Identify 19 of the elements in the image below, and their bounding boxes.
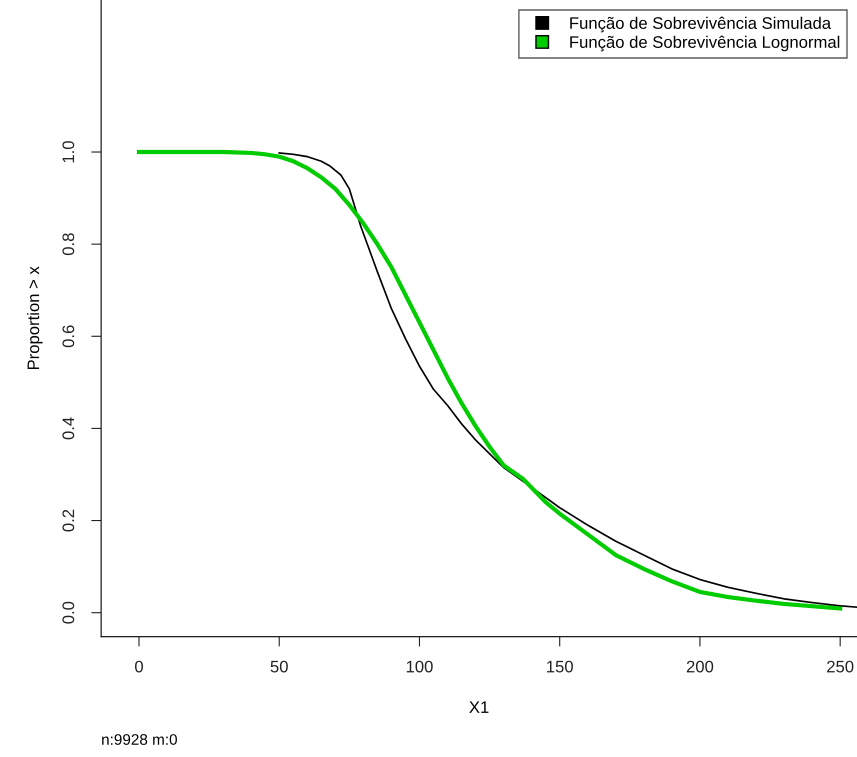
y-tick-label: 0.6: [62, 325, 74, 348]
line-series: [278, 152, 857, 608]
x-tick-label: 200: [686, 660, 714, 672]
y-tick-label: 0.4: [62, 417, 74, 440]
y-tick-label: 0.2: [62, 510, 74, 532]
text: n:9928 m:0: [102, 734, 177, 745]
x-tick-label: 50: [270, 660, 288, 672]
x-axis-title: X1: [469, 701, 488, 713]
y-tick-label: 1.0: [62, 141, 74, 162]
y-tick-label: 0.0: [62, 602, 74, 624]
y-axis-title: Proportion > x: [27, 266, 43, 370]
legend-label: Função de Sobrevivência Simulada: [570, 16, 832, 32]
x-tick-label: 0: [135, 660, 143, 672]
x-tick-label: 100: [406, 660, 433, 672]
legend-label: Função de Sobrevivência Lognormal: [570, 36, 840, 52]
x-tick-label: 250: [827, 660, 854, 672]
line-series: [136, 150, 842, 611]
x-tick-label: 150: [547, 660, 573, 672]
y-tick-label: 0.8: [62, 233, 74, 256]
